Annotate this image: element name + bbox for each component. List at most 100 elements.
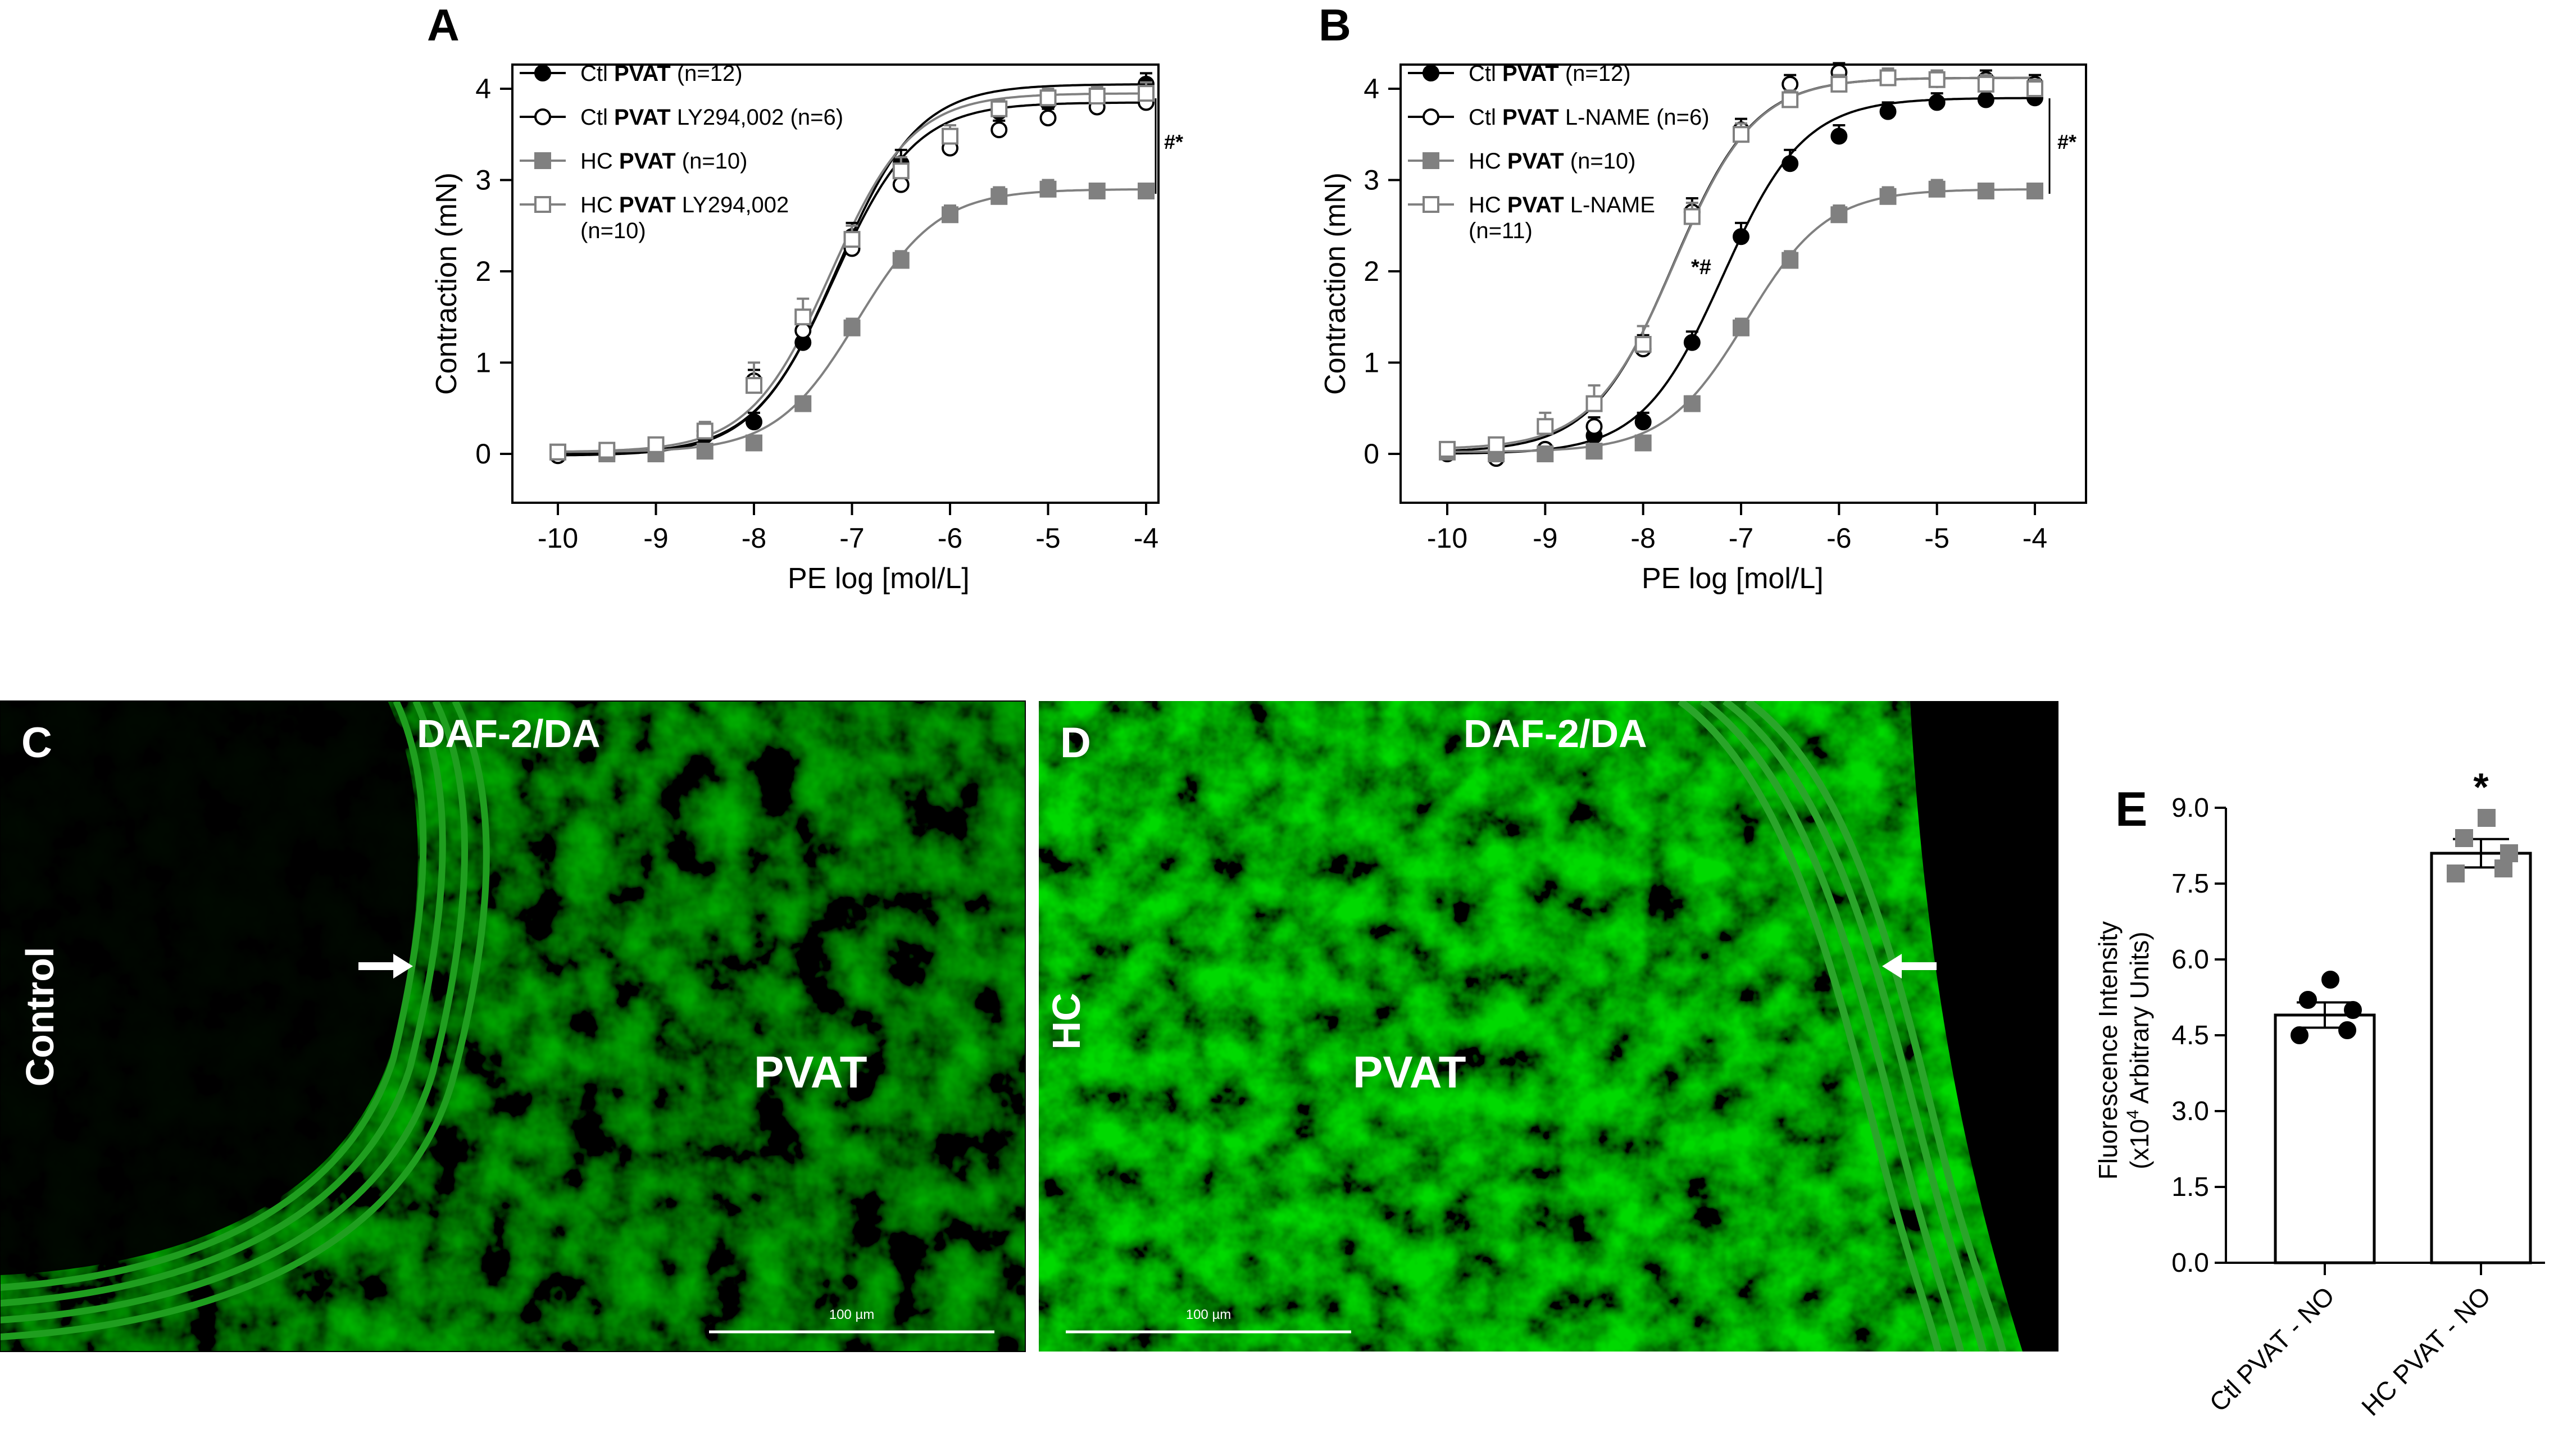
panel-b-point (1733, 228, 1749, 245)
panel-e-chart: E 0.0 1.5 3.0 4.5 6.0 7.5 9.0 Ctl PVAT - NO HC P… (2093, 765, 2545, 1421)
panel-d-arrow (1882, 954, 1937, 979)
panel-a-fit-curve-3 (557, 92, 1146, 453)
panel-b-significance: #* (2057, 130, 2076, 153)
panel-b-ytick-label: 0 (1364, 438, 1379, 470)
panel-b-legend-label: Ctl PVAT L-NAME (n=6) (1469, 105, 1710, 130)
panel-b-point (1977, 75, 1994, 93)
panel-a-point (1138, 183, 1155, 199)
panel-a-point (990, 100, 1008, 117)
panel-a-fit-curve-0 (558, 83, 1146, 455)
panel-d-tissue-texture (1039, 701, 2058, 1352)
panel-e-point (2321, 971, 2339, 989)
panel-a-xlabel: PE log [mol/L] (788, 562, 970, 595)
panel-c-micrograph: C DAF-2/DA Control PVAT 100 µm (0, 700, 1026, 1352)
panel-e-ytick-label: 6.0 (2171, 945, 2209, 975)
panel-b-point (1733, 319, 1749, 336)
panel-a-legend-label: HC PVAT LY294,002 (580, 193, 789, 217)
panel-b-point (1683, 208, 1701, 225)
panel-a-ytick-label: 2 (475, 256, 491, 287)
panel-b-letter: B (1319, 0, 1351, 50)
panel-a-point (1039, 89, 1057, 107)
panel-b-point (1879, 188, 1897, 205)
panel-e-point (2299, 991, 2317, 1009)
panel-a-point (843, 231, 861, 248)
panel-e-point (2291, 1026, 2308, 1044)
panel-b-point (1830, 75, 1848, 93)
panel-e-point (2500, 844, 2518, 862)
panel-d-lumen (1910, 701, 2058, 1352)
panel-b-point (1928, 71, 1946, 88)
panel-e-bar (2274, 1013, 2376, 1264)
panel-b-point (2026, 183, 2043, 199)
panel-a-ylabel: Contraction (mN) (430, 172, 463, 395)
panel-b-xtick-label: -7 (1729, 522, 1753, 554)
panel-d-scale-label: 100 µm (1186, 1307, 1231, 1322)
panel-a-point (746, 377, 762, 394)
panel-e-xtick-label: Ctl PVAT - NO (2203, 1281, 2340, 1417)
panel-a-point (1088, 183, 1106, 199)
panel-b-frame (1399, 63, 2087, 504)
panel-b-annotation: *# (1691, 256, 1711, 279)
panel-a-point (794, 308, 812, 326)
panel-c-letter: C (21, 719, 52, 767)
panel-b-point (1782, 155, 1799, 172)
panel-a-point (1138, 85, 1155, 102)
panel-b-legend-label: HC PVAT L-NAME (1469, 193, 1655, 217)
panel-b-xtick-label: -8 (1630, 522, 1655, 554)
panel-a-ytick-label: 0 (475, 438, 491, 470)
panel-b-point (1830, 206, 1848, 224)
panel-e-bars (2274, 838, 2532, 1264)
panel-e-point (2478, 809, 2496, 827)
panel-b-legend-marker (1423, 152, 1439, 169)
panel-a-legend-marker (534, 108, 551, 125)
panel-a-point (892, 252, 910, 269)
panel-b-xtick-label: -6 (1826, 522, 1851, 554)
panel-b-point (1977, 91, 1994, 108)
panel-b-point (1977, 183, 1994, 199)
panel-c-group-label: Control (18, 947, 62, 1087)
panel-b-point (1683, 334, 1701, 351)
panel-b-point (1879, 103, 1897, 120)
panel-b-point (2026, 80, 2043, 97)
panel-a-letter: A (427, 0, 460, 50)
panel-c-vessel-wall (0, 701, 490, 1340)
panel-a-point (1088, 88, 1106, 104)
panel-d-group-label: HC (1044, 993, 1088, 1049)
panel-e-point (2338, 1021, 2356, 1039)
panel-e-ytick-label: 9.0 (2171, 793, 2209, 823)
panel-a-xtick-label: -9 (643, 522, 668, 554)
panel-a-point (696, 422, 714, 440)
panel-a-point (598, 442, 616, 459)
panel-a-point (794, 395, 812, 412)
panel-b-xtick-label: -5 (1924, 522, 1949, 554)
panel-b-point (1782, 252, 1799, 269)
panel-a-xtick-label: -7 (839, 522, 864, 554)
panel-a-fit-curves (557, 83, 1147, 457)
panel-e-ytick-label: 3.0 (2171, 1096, 2209, 1126)
panel-b-point (1439, 440, 1456, 458)
panel-a-point (942, 128, 958, 145)
panel-b-point (1733, 126, 1749, 143)
panel-e-letter: E (2115, 782, 2147, 836)
panel-b-xtick-label: -10 (1427, 522, 1467, 554)
panel-a-legend-marker (534, 196, 551, 213)
panel-a-point (1039, 180, 1057, 198)
panel-a-point (1039, 110, 1057, 126)
panel-b-point (1879, 69, 1897, 87)
panel-a-legend: Ctl PVAT (n=12) Ctl PVAT LY294,002 (n=6) H… (520, 61, 843, 243)
panel-b-ytick-label: 3 (1364, 165, 1379, 196)
panel-d-micrograph: D DAF-2/DA HC PVAT 100 µm (1039, 701, 2058, 1352)
panel-b-point (1830, 128, 1848, 145)
panel-b-legend-label-line2: (n=11) (1469, 219, 1533, 243)
panel-b-ytick-label: 4 (1364, 73, 1379, 104)
panel-a-legend-label: Ctl PVAT (n=12) (580, 61, 743, 86)
panel-b-point (1782, 91, 1799, 108)
panel-e-significance: * (2473, 765, 2489, 809)
panel-b-ytick-label: 1 (1364, 347, 1379, 379)
panel-a-xtick-label: -6 (938, 522, 962, 554)
panel-a-xtick-label: -8 (742, 522, 766, 554)
panel-b-point (1782, 75, 1799, 93)
panel-b-ytick-label: 2 (1364, 256, 1379, 287)
